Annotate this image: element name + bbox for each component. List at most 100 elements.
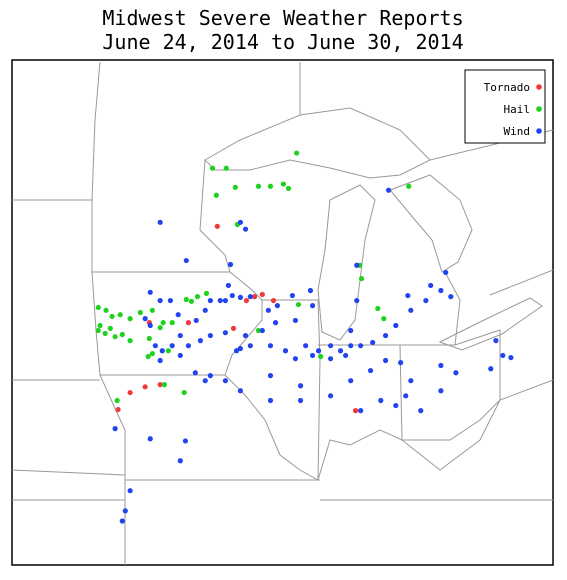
report-point (145, 353, 151, 360)
report-point (423, 297, 429, 304)
report-point (147, 289, 153, 295)
legend-swatch (536, 84, 542, 90)
report-point (337, 348, 344, 354)
report-point (348, 343, 354, 349)
report-point (142, 316, 148, 322)
report-point (267, 343, 274, 349)
report-point (119, 518, 125, 524)
report-point (272, 320, 279, 326)
report-point (267, 397, 274, 404)
report-point (265, 307, 271, 313)
report-point (294, 150, 300, 156)
report-point (182, 438, 189, 444)
report-point (209, 165, 216, 171)
report-point (327, 343, 334, 349)
report-point (109, 313, 115, 320)
report-point (192, 370, 198, 376)
report-point (185, 320, 192, 326)
legend-label: Wind (504, 125, 531, 138)
legend: Tornado Hail Wind (464, 69, 546, 144)
legend-swatch (536, 106, 542, 112)
lake (317, 184, 376, 341)
report-point (242, 332, 249, 339)
report-point (418, 408, 424, 414)
report-point (354, 262, 360, 268)
report-point (343, 352, 349, 359)
report-point (438, 388, 444, 394)
report-point (382, 332, 389, 339)
report-point (292, 317, 299, 324)
report-point (237, 219, 244, 225)
report-point (393, 322, 399, 329)
legend-label: Tornado (484, 81, 530, 94)
report-point (149, 351, 155, 357)
report-point (348, 378, 354, 384)
report-point (315, 348, 322, 354)
report-point (251, 294, 258, 300)
report-point (393, 402, 399, 409)
report-point (157, 219, 163, 225)
report-point (385, 187, 392, 193)
report-point (203, 290, 210, 296)
report-point (367, 367, 374, 374)
report-point (406, 183, 412, 189)
report-point (115, 406, 121, 413)
report-point (222, 297, 228, 304)
report-point (327, 356, 334, 362)
report-point (114, 397, 120, 404)
report-point (169, 343, 175, 349)
report-point (370, 339, 376, 346)
report-point (161, 382, 167, 388)
report-point (382, 357, 389, 364)
report-point (267, 183, 274, 189)
report-point (107, 325, 113, 331)
report-point (237, 345, 244, 352)
report-point (117, 312, 123, 318)
report-point (137, 309, 143, 316)
report-point (282, 348, 289, 354)
map-frame (11, 59, 554, 566)
border (99, 374, 126, 565)
report-point (237, 294, 244, 300)
report-point (309, 352, 316, 359)
report-point (230, 325, 237, 331)
border (91, 61, 231, 273)
legend-label: Hail (504, 103, 531, 116)
report-point (157, 297, 163, 304)
title: Midwest Severe Weather Reports (102, 6, 463, 30)
report-point (175, 312, 181, 318)
report-point (255, 183, 262, 189)
report-point (303, 343, 309, 349)
legend-swatch (536, 128, 542, 134)
report-point (438, 362, 444, 369)
lake (389, 174, 473, 273)
subtitle: June 24, 2014 to June 30, 2014 (102, 30, 463, 54)
report-point (112, 426, 118, 432)
legend-box (464, 69, 546, 144)
report-point (398, 360, 404, 366)
report-point (127, 316, 133, 322)
report-point (381, 316, 387, 322)
report-point (242, 226, 249, 232)
report-point (358, 343, 364, 349)
border (224, 299, 321, 481)
report-point (167, 297, 173, 304)
report-point (255, 327, 262, 334)
report-point (307, 287, 314, 294)
report-point (375, 305, 381, 312)
report-point (112, 334, 118, 340)
report-point (177, 352, 183, 359)
report-point (165, 348, 171, 354)
report-point (453, 370, 459, 376)
report-point (405, 292, 411, 299)
report-point (309, 303, 316, 309)
report-point (183, 257, 189, 264)
points-layer (95, 150, 514, 524)
report-point (160, 320, 166, 326)
report-point (127, 338, 133, 344)
report-point (403, 393, 409, 399)
report-point (213, 192, 219, 198)
report-point (493, 338, 499, 344)
report-point (274, 303, 280, 309)
report-point (358, 275, 365, 282)
